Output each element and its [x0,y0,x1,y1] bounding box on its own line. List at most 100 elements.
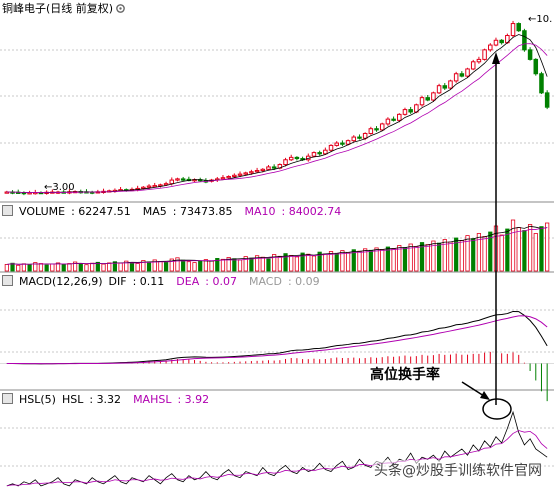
volume-bar [272,254,277,272]
volume-bar [533,233,538,272]
volume-bar [283,253,288,272]
volume-ma-line [6,227,548,265]
volume-bar [198,260,203,272]
volume-bar [78,263,83,272]
volume-bar [215,257,220,272]
volume-bar [334,252,339,272]
volume-bar [260,256,265,272]
candle [476,58,482,63]
volume-bar [522,230,527,272]
candle [260,168,266,172]
mahsl-line [6,430,548,487]
panel-toggle-icon[interactable] [2,275,13,286]
volume-ma-lines [6,225,548,265]
macd-label: MACD(12,26,9) [19,275,103,288]
volume-bar [465,235,470,272]
candle [431,92,436,101]
volume-bar [368,249,373,272]
volume-bar [459,239,464,272]
dif-label: DIF: 0.11 [108,275,165,288]
candle [436,85,442,94]
hsl-header: HSL(5) HSL: 3.32 MAHSL: 3.92 [2,393,221,407]
volume-bar [397,245,402,272]
candle [510,23,516,37]
volume-bar [141,260,146,272]
volume-bar [95,261,100,272]
ma5-label: MA5: 73473.85 [142,205,233,218]
candle [317,152,322,155]
volume-header: VOLUME: 62247.51 MA5: 73473.85 MA10: 84002… [2,205,353,219]
low-price-marker: ← [44,182,53,193]
candle [408,109,413,113]
dea-line [6,315,548,365]
candle [544,92,550,108]
candle [385,118,391,125]
annotation-arrow [461,52,512,420]
volume-bar [380,248,385,272]
volume-bar [226,257,231,272]
volume-bar [345,251,351,272]
volume-bar [243,256,248,272]
candle [288,156,294,161]
volume-bar [220,258,226,272]
chart-title-text: 铜峰电子(日线 前复权) [2,2,114,15]
panel-toggle-icon[interactable] [2,393,13,404]
volume-bar [505,228,510,272]
volume-bar [135,263,140,272]
candle [533,58,539,75]
volume-bar [55,262,61,272]
volume-bar [163,261,169,272]
candle [340,142,345,145]
volume-bar [351,249,356,272]
candle [328,144,334,151]
volume-bar [527,224,533,272]
volume-bar [33,262,38,272]
candle [266,166,271,170]
candle [362,132,368,139]
price-ma-line [6,43,548,193]
candle [180,178,186,181]
candle [374,128,379,131]
candle [249,171,254,174]
watermark: 头条@炒股手训练软件官网 [372,460,544,480]
volume-bar [249,257,254,272]
high-price-marker: ← [528,14,537,25]
candle [453,73,459,82]
volume-bar [385,246,391,272]
volume-bar [436,242,442,272]
candle [465,68,470,77]
candle [357,136,362,139]
volume-bar [61,263,66,272]
volume-bar [374,247,379,272]
volume-bar [16,264,21,272]
volume-bar [289,254,294,272]
candle [237,173,243,176]
volume-bar [129,262,135,272]
hsl-series [6,410,548,487]
volume-bar [232,258,237,272]
volume-bar [4,263,9,272]
volume-bar [118,262,123,272]
panel-toggle-icon[interactable] [2,205,13,216]
candle [345,140,351,145]
candle [391,118,396,121]
candle [334,142,339,146]
volume-bar [402,247,408,272]
volume-bar [419,242,425,272]
volume-bar [146,261,152,272]
volume-bar [90,262,95,272]
candle [493,39,499,46]
candle [419,97,425,106]
volume-bar [482,236,487,272]
gear-icon[interactable] [115,3,126,14]
volume-bar [317,251,322,272]
candle [163,183,169,186]
volume-bars [4,219,550,272]
volume-bar [294,256,300,272]
volume-bar [431,240,436,272]
volume-bar [237,259,243,272]
volume-bar [340,250,345,272]
low-price-text: 3.00 [52,182,75,193]
candle [323,149,328,155]
